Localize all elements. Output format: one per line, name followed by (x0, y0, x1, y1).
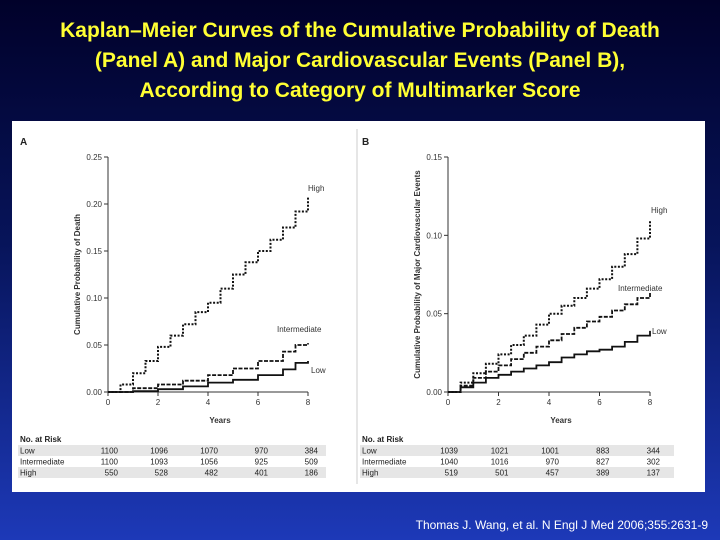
risk-value: 401 (255, 469, 269, 478)
risk-value: 384 (305, 447, 319, 456)
figure-panel: A 0.00 0.05 0.10 0.15 0.20 0.25 0 2 4 6 8 Years Cumul… (12, 121, 705, 492)
risk-value: 457 (546, 469, 560, 478)
x-tick-label: 6 (256, 398, 261, 407)
risk-value: 1001 (541, 447, 559, 456)
risk-row-label-high: High (20, 469, 36, 478)
risk-value: 186 (305, 469, 319, 478)
risk-value: 1021 (491, 447, 509, 456)
x-tick-label: 6 (597, 398, 602, 407)
x-axis-label: Years (209, 416, 231, 425)
x-tick-label: 8 (306, 398, 311, 407)
risk-value: 925 (255, 458, 269, 467)
x-tick-label: 4 (547, 398, 552, 407)
risk-row-bg (360, 445, 674, 456)
risk-value: 482 (205, 469, 219, 478)
y-tick-label: 0.15 (86, 247, 102, 256)
risk-value: 1040 (440, 458, 458, 467)
y-tick-label: 0.15 (426, 153, 442, 162)
y-axis-label: Cumulative Probability of Major Cardiova… (413, 170, 422, 379)
risk-row-label-high: High (362, 469, 378, 478)
risk-value: 509 (305, 458, 319, 467)
risk-value: 519 (445, 469, 459, 478)
x-tick-label: 0 (446, 398, 451, 407)
risk-row-label-low: Low (362, 447, 377, 456)
y-tick-label: 0.10 (86, 294, 102, 303)
panel-a: A 0.00 0.05 0.10 0.15 0.20 0.25 0 2 4 6 8 Years Cumul… (18, 137, 326, 478)
risk-value: 1039 (440, 447, 458, 456)
curve-intermediate (448, 291, 651, 393)
x-tick-label: 2 (156, 398, 161, 407)
risk-value: 501 (495, 469, 509, 478)
risk-table-heading: No. at Risk (20, 435, 62, 444)
risk-value: 137 (647, 469, 661, 478)
risk-value: 1096 (150, 447, 168, 456)
x-tick-label: 0 (106, 398, 111, 407)
x-tick-label: 8 (648, 398, 653, 407)
risk-row-bg (18, 467, 326, 478)
curve-label-high: High (308, 184, 324, 193)
risk-row-label-low: Low (20, 447, 35, 456)
y-tick-label: 0.05 (86, 341, 102, 350)
risk-value: 344 (647, 447, 661, 456)
risk-value: 1016 (491, 458, 509, 467)
risk-value: 302 (647, 458, 661, 467)
risk-value: 389 (596, 469, 610, 478)
citation: Thomas J. Wang, et al. N Engl J Med 2006… (415, 518, 708, 532)
slide-title-line-3: According to Category of Multimarker Sco… (139, 79, 581, 102)
x-tick-label: 4 (206, 398, 211, 407)
risk-value: 827 (596, 458, 610, 467)
risk-value: 1070 (200, 447, 218, 456)
slide-title: Kaplan–Meier Curves of the Cumulative Pr… (0, 16, 720, 106)
risk-value: 1100 (101, 458, 119, 467)
slide-title-line-1: Kaplan–Meier Curves of the Cumulative Pr… (60, 19, 660, 42)
curve-intermediate (108, 343, 309, 393)
y-tick-label: 0.00 (86, 388, 102, 397)
risk-value: 883 (596, 447, 610, 456)
risk-value: 970 (255, 447, 269, 456)
risk-value: 970 (546, 458, 560, 467)
risk-value: 528 (155, 469, 169, 478)
y-axis-label: Cumulative Probability of Death (73, 214, 82, 335)
risk-table-heading: No. at Risk (362, 435, 404, 444)
x-tick-label: 2 (496, 398, 501, 407)
curve-label-low: Low (311, 366, 326, 375)
y-tick-label: 0.05 (426, 310, 442, 319)
risk-row-bg (18, 445, 326, 456)
curve-label-intermediate: Intermediate (277, 325, 322, 334)
curve-low (448, 330, 651, 393)
y-tick-label: 0.00 (426, 388, 442, 397)
risk-row-label-intermediate: Intermediate (362, 458, 407, 467)
risk-value: 1100 (101, 447, 119, 456)
risk-value: 1093 (150, 458, 168, 467)
panel-label-a: A (20, 137, 27, 148)
y-tick-label: 0.10 (426, 231, 442, 240)
risk-value: 550 (105, 469, 119, 478)
panel-label-b: B (362, 137, 369, 148)
y-tick-label: 0.25 (86, 153, 102, 162)
curve-label-high: High (651, 206, 667, 215)
risk-value: 1056 (200, 458, 218, 467)
risk-row-label-intermediate: Intermediate (20, 458, 65, 467)
curve-low (108, 361, 309, 393)
curve-label-intermediate: Intermediate (618, 284, 663, 293)
curve-label-low: Low (652, 327, 667, 336)
risk-row-bg (360, 467, 674, 478)
y-tick-label: 0.20 (86, 200, 102, 209)
slide-title-line-2: (Panel A) and Major Cardiovascular Event… (94, 49, 626, 72)
panel-b: B 0.00 0.05 0.10 0.15 0 2 4 6 8 Years Cumulative Pr… (360, 137, 674, 478)
curve-high (108, 196, 309, 393)
x-axis-label: Years (550, 416, 572, 425)
kaplan-meier-figure: A 0.00 0.05 0.10 0.15 0.20 0.25 0 2 4 6 8 Years Cumul… (18, 129, 674, 484)
